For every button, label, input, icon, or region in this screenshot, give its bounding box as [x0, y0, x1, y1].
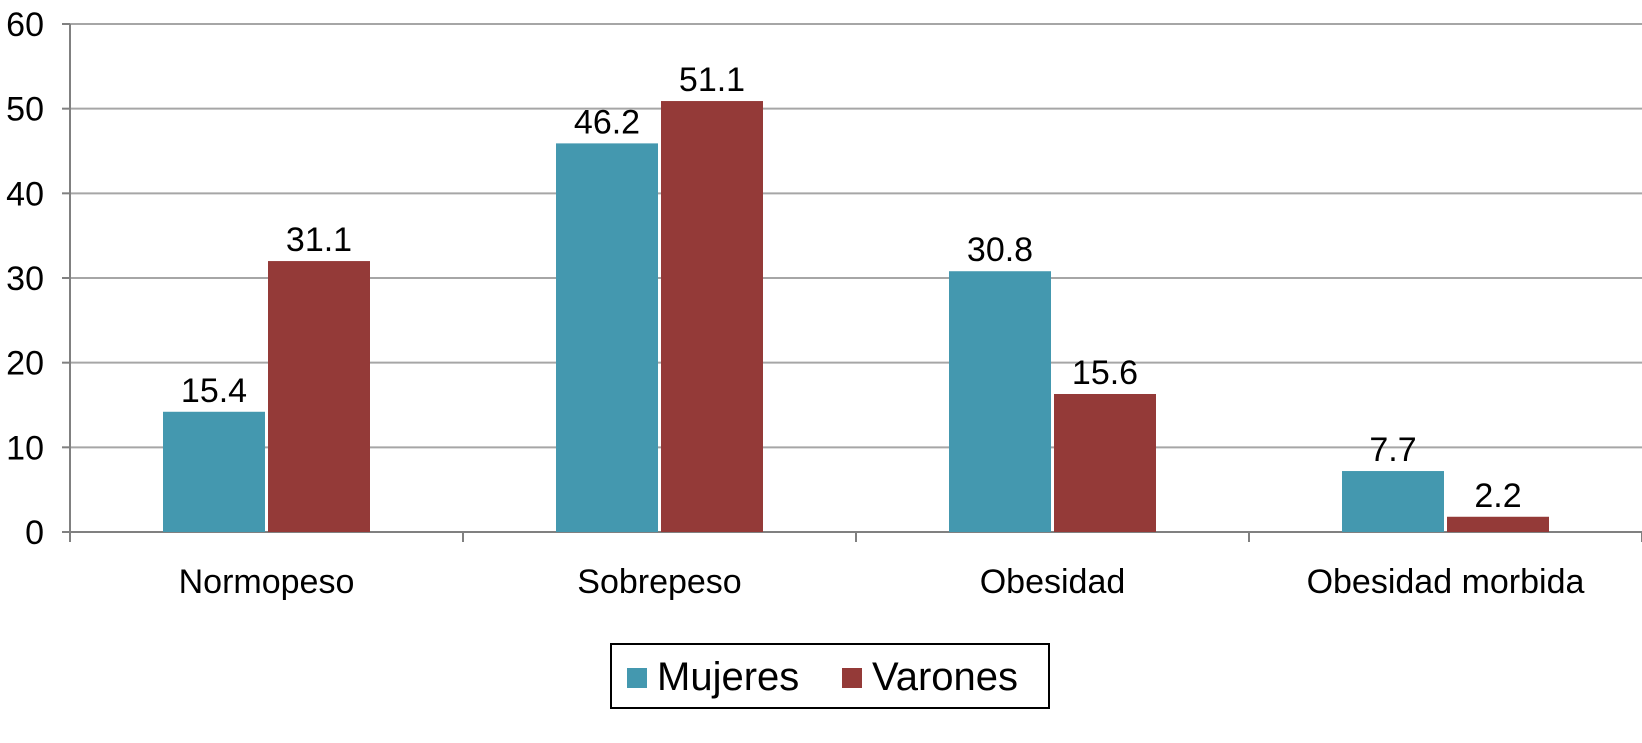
y-tick-label: 30 — [6, 260, 44, 298]
category-labels: Normopeso Sobrepeso Obesidad Obesidad morbi… — [179, 563, 1585, 601]
bar-mujeres-1 — [556, 143, 658, 532]
data-label: 30.8 — [967, 231, 1033, 269]
data-label: 51.1 — [679, 61, 745, 99]
y-tick-label: 50 — [6, 91, 44, 129]
bar-varones-2 — [1054, 393, 1156, 532]
x-category-label: Sobrepeso — [577, 563, 741, 601]
legend: Mujeres Varones — [610, 643, 1050, 709]
bar-mujeres-0 — [163, 411, 265, 532]
y-tick-label: 40 — [6, 175, 44, 213]
bar-varones-1 — [661, 101, 763, 533]
x-category-label: Obesidad morbida — [1307, 563, 1585, 601]
y-tick-label: 20 — [6, 345, 44, 383]
x-category-label: Obesidad — [980, 563, 1126, 601]
legend-swatch-varones — [842, 668, 862, 688]
legend-label-mujeres: Mujeres — [657, 655, 799, 699]
legend-label-varones: Varones — [872, 655, 1018, 699]
y-tick-label: 60 — [6, 6, 44, 44]
y-tick-label: 0 — [25, 514, 44, 552]
data-labels: 15.4 31.1 46.2 51.1 30.8 15.6 7.7 2.2 — [181, 61, 1522, 515]
data-label: 31.1 — [286, 221, 352, 259]
data-label: 15.4 — [181, 372, 247, 410]
data-label: 15.6 — [1072, 354, 1138, 392]
legend-swatch-mujeres — [627, 668, 647, 688]
bar-varones-3 — [1447, 516, 1549, 532]
bars — [163, 101, 1549, 533]
y-tick-label: 10 — [6, 429, 44, 467]
data-label: 46.2 — [574, 103, 640, 141]
x-category-label: Normopeso — [179, 563, 355, 601]
legend-box — [610, 643, 1050, 709]
bar-varones-0 — [268, 261, 370, 532]
bar-mujeres-3 — [1342, 471, 1444, 532]
data-label: 7.7 — [1369, 431, 1416, 469]
bar-mujeres-2 — [949, 271, 1051, 532]
data-label: 2.2 — [1474, 477, 1521, 515]
y-tick-labels: 0 10 20 30 40 50 60 — [6, 6, 44, 552]
